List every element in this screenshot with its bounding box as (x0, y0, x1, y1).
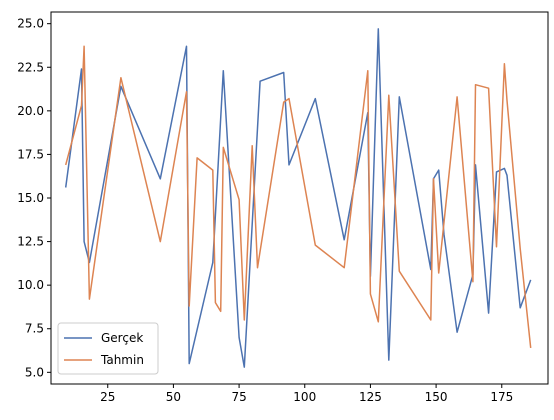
y-tick-label: 20.0 (17, 104, 44, 118)
y-tick-label: 25.0 (17, 17, 44, 31)
y-tick-label: 22.5 (17, 60, 44, 74)
y-tick-label: 5.0 (25, 365, 44, 379)
x-tick-label: 175 (490, 390, 513, 404)
legend-label-0: Gerçek (101, 331, 143, 345)
x-tick-label: 125 (359, 390, 382, 404)
y-tick-label: 17.5 (17, 147, 44, 161)
y-tick-label: 15.0 (17, 191, 44, 205)
y-tick-label: 7.5 (25, 322, 44, 336)
y-axis: 5.0 7.5 10.0 12.5 15.0 17.5 20.0 22.5 25.0 (17, 17, 51, 379)
x-axis: 25 50 75 100 125 150 175 (100, 384, 513, 404)
x-tick-label: 50 (166, 390, 181, 404)
legend-box (57, 322, 159, 375)
x-tick-label: 100 (293, 390, 316, 404)
x-tick-label: 75 (231, 390, 246, 404)
x-tick-label: 150 (425, 390, 448, 404)
y-tick-label: 12.5 (17, 235, 44, 249)
series-layer (64, 28, 532, 368)
series-line-0 (64, 28, 532, 368)
series-line-1 (64, 45, 532, 348)
y-tick-label: 10.0 (17, 278, 44, 292)
x-tick-label: 25 (100, 390, 115, 404)
legend-label-1: Tahmin (100, 353, 144, 367)
legend: Gerçek Tahmin (57, 322, 159, 375)
